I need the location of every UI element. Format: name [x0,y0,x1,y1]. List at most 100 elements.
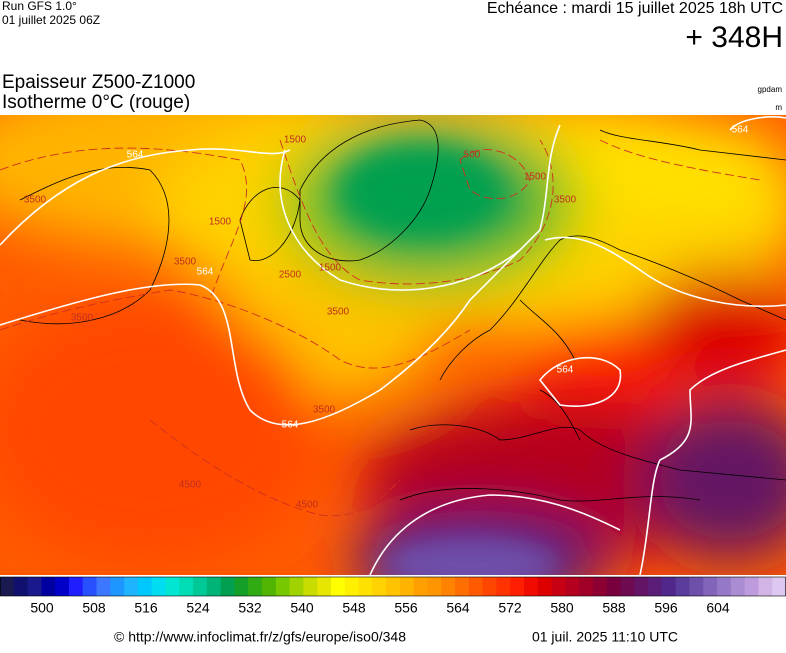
colorbar-swatch [496,577,511,596]
colorbar-label: 596 [654,600,678,616]
contour-label: 3500 [174,257,197,268]
colorbar-swatch [634,577,649,596]
colorbar-swatch [55,577,70,596]
colorbar-swatch [579,577,594,596]
colorbar-swatch [0,577,15,596]
colorbar-swatch [413,577,428,596]
colorbar-swatch [675,577,690,596]
colorbar-swatch [648,577,663,596]
contour-label: 564 [557,365,574,376]
thickness-contours [0,116,786,575]
contour-label: 1500 [209,217,232,228]
colorbar-swatch [524,577,539,596]
colorbar-swatch [234,577,249,596]
contour-label: 3500 [313,405,336,416]
colorbar-swatch [689,577,704,596]
colorbar-label: 548 [342,600,366,616]
contour-label: 3500 [24,195,47,206]
colorbar-swatch [68,577,84,596]
contour-label: 2500 [279,270,302,281]
colorbar-swatch [82,577,98,596]
footer-source: © http://www.infoclimat.fr/z/gfs/europe/… [114,629,406,645]
colorbar: 500 508 516 524 532 540 548 556 564 572 580 588 596 6… [0,576,786,616]
colorbar-swatch [468,577,484,596]
contour-label: 3500 [327,307,350,318]
contour-label: 3500 [554,195,577,206]
colorbar-label: 516 [134,600,158,616]
contour-label: 564 [282,420,299,431]
colorbar-label: 500 [30,600,54,616]
unit-gpdam: gpdam [758,85,783,94]
model-label: Run GFS 1.0° [2,0,77,13]
isotherm-contours [0,139,761,517]
valid-time: Echéance : mardi 15 juillet 2025 18h UTC [487,0,783,17]
colorbar-swatch [110,577,125,596]
colorbar-label: 532 [238,600,262,616]
colorbar-swatch [41,577,56,596]
title-isotherm: Isotherme 0°C (rouge) [2,92,190,113]
colorbar-swatch [151,577,166,596]
colorbar-swatch [262,577,277,596]
map: 5645645645645643500350035003500350025001… [0,115,786,575]
colorbar-swatch [220,577,235,596]
colorbar-swatch [13,577,29,596]
colorbar-label: 524 [186,600,210,616]
colorbar-swatch [620,577,635,596]
contour-label: 4500 [179,480,202,491]
colorbar-swatch [717,577,732,596]
colorbar-swatch [730,577,746,596]
colorbar-swatch [137,577,153,596]
colorbar-swatch [386,577,401,596]
colorbar-swatch [482,577,497,596]
colorbar-swatch [358,577,373,596]
colorbar-swatch [275,577,291,596]
colorbar-swatch [772,577,786,596]
colorbar-swatch [399,577,415,596]
colorbar-swatch [592,577,608,596]
colorbar-label: 564 [446,600,470,616]
colorbar-swatch [179,577,194,596]
contour-label: 564 [197,267,214,278]
colorbar-swatch [661,577,677,596]
colorbar-label: 572 [498,600,522,616]
colorbar-swatch [606,577,622,596]
colorbar-swatch [206,577,222,596]
colorbar-swatch [537,577,553,596]
colorbar-swatch [551,577,566,596]
colorbar-swatch [703,577,718,596]
colorbar-swatch [27,577,42,596]
contour-label: 4500 [296,500,319,511]
colorbar-swatch [427,577,442,596]
lead-time: + 348H [685,21,783,54]
colorbar-swatch [248,577,263,596]
colorbar-swatch [455,577,470,596]
footer-timestamp: 01 juil. 2025 11:10 UTC [532,629,678,645]
colorbar-swatch [344,577,360,596]
colorbar-swatch [96,577,111,596]
colorbar-swatch [372,577,387,596]
contour-label: 3500 [71,313,94,324]
colorbar-swatch [289,577,304,596]
title-thickness: Epaisseur Z500-Z1000 [2,72,195,93]
colorbar-label: 604 [706,600,730,616]
coastlines [19,119,786,502]
colorbar-label: 556 [394,600,418,616]
contour-label: 564 [732,125,749,136]
colorbar-swatch [165,577,180,596]
colorbar-swatch [441,577,456,596]
contour-label: 1500 [284,135,307,146]
colorbar-swatch [330,577,346,596]
run-label: 01 juillet 2025 06Z [2,13,100,27]
colorbar-label: 588 [602,600,626,616]
contour-label: 1500 [524,172,547,183]
colorbar-swatch [317,577,332,596]
colorbar-swatch [193,577,208,596]
contour-label: 1500 [319,263,342,274]
colorbar-swatch [510,577,525,596]
unit-m: m [775,103,782,112]
colorbar-label: 580 [550,600,574,616]
colorbar-swatch [124,577,139,596]
colorbar-swatch [565,577,580,596]
